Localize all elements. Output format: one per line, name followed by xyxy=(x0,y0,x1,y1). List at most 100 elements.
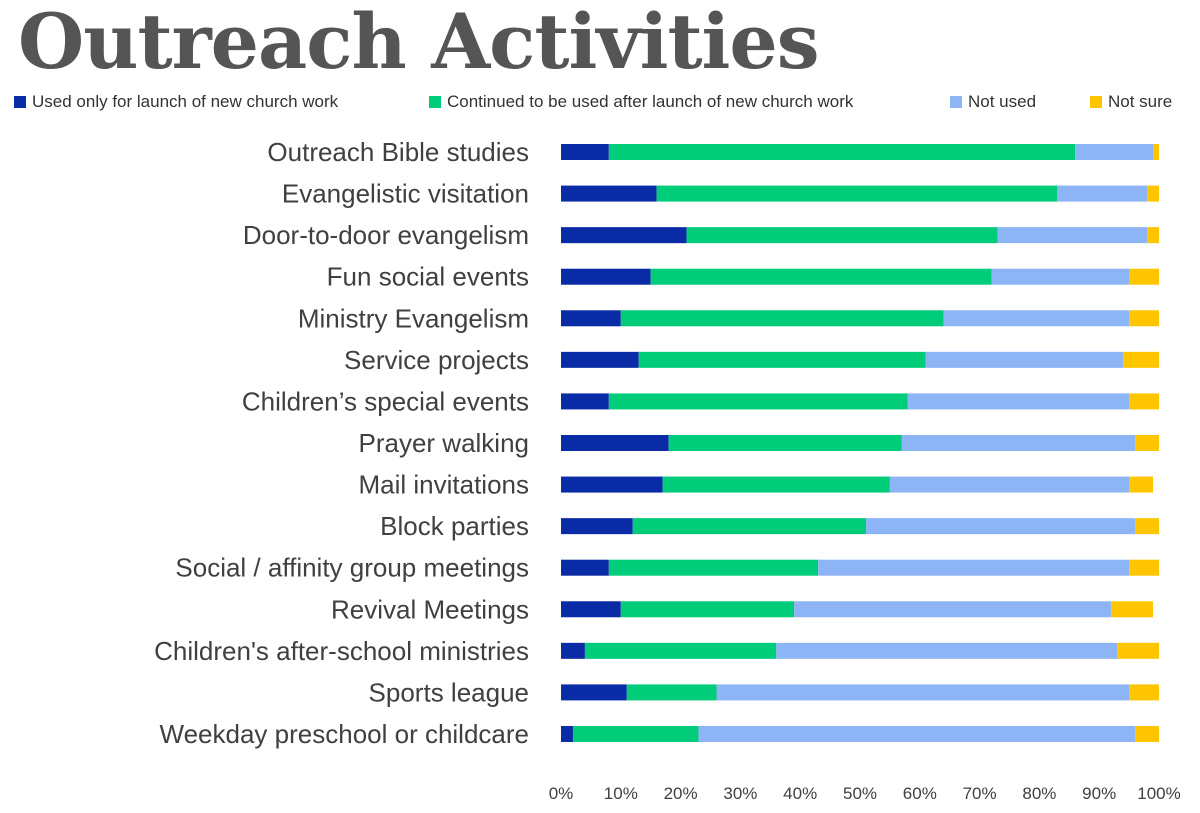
bar-children-s-special-events-used-only-for-launch-of-new-church-work xyxy=(561,393,609,410)
bar-revival-meetings-not-sure xyxy=(1111,601,1154,618)
bar-block-parties-not-sure xyxy=(1135,518,1159,535)
legend-swatch xyxy=(14,96,26,108)
bar-sports-league-not-sure xyxy=(1129,684,1159,701)
legend-item-not-sure: Not sure xyxy=(1090,92,1172,112)
bar-mail-invitations-not-used xyxy=(889,476,1130,493)
bar-prayer-walking-not-used xyxy=(901,434,1136,451)
category-label: Sports league xyxy=(369,677,529,707)
bar-service-projects-continued-to-be-used-after-launch-of-new-church-work xyxy=(638,351,926,368)
bar-children-s-after-school-ministries-not-sure xyxy=(1117,642,1159,659)
legend-label: Not used xyxy=(968,92,1037,111)
bar-ministry-evangelism-not-used xyxy=(943,310,1130,327)
category-label: Social / affinity group meetings xyxy=(175,553,529,583)
bar-children-s-special-events-not-used xyxy=(907,393,1130,410)
bar-block-parties-not-used xyxy=(865,518,1136,535)
category-label: Weekday preschool or childcare xyxy=(160,719,529,749)
bar-revival-meetings-continued-to-be-used-after-launch-of-new-church-work xyxy=(620,601,795,618)
legend-label: Continued to be used after launch of new… xyxy=(447,92,854,111)
x-tick-label: 80% xyxy=(1022,784,1056,803)
bar-children-s-special-events-continued-to-be-used-after-launch-of-new-church-work xyxy=(608,393,908,410)
bar-children-s-after-school-ministries-continued-to-be-used-after-launch-of-new-church-work xyxy=(584,642,777,659)
bar-service-projects-not-used xyxy=(925,351,1124,368)
x-tick-label: 30% xyxy=(723,784,757,803)
legend-label: Used only for launch of new church work xyxy=(32,92,339,111)
bar-weekday-preschool-or-childcare-used-only-for-launch-of-new-church-work xyxy=(561,725,573,742)
category-label: Children's after-school ministries xyxy=(154,636,529,666)
category-labels: Outreach Bible studies Evangelistic visit… xyxy=(154,137,529,749)
bar-ministry-evangelism-not-sure xyxy=(1129,310,1159,327)
category-label: Mail invitations xyxy=(358,470,529,500)
x-tick-label: 50% xyxy=(843,784,877,803)
bar-sports-league-used-only-for-launch-of-new-church-work xyxy=(561,684,627,701)
bar-social-affinity-group-meetings-used-only-for-launch-of-new-church-work xyxy=(561,559,609,576)
bar-children-s-after-school-ministries-used-only-for-launch-of-new-church-work xyxy=(561,642,585,659)
bar-weekday-preschool-or-childcare-not-sure xyxy=(1135,725,1159,742)
bar-fun-social-events-not-used xyxy=(991,268,1130,285)
x-tick-label: 90% xyxy=(1082,784,1116,803)
bar-outreach-bible-studies-not-used xyxy=(1075,144,1154,160)
legend-swatch xyxy=(950,96,962,108)
x-tick-label: 70% xyxy=(963,784,997,803)
category-label: Outreach Bible studies xyxy=(267,137,529,167)
bar-revival-meetings-not-used xyxy=(794,601,1112,618)
bar-ministry-evangelism-used-only-for-launch-of-new-church-work xyxy=(561,310,621,327)
bar-outreach-bible-studies-used-only-for-launch-of-new-church-work xyxy=(561,144,609,160)
legend-item-used-only-for-launch-of-new-church-work: Used only for launch of new church work xyxy=(14,92,338,112)
bar-mail-invitations-continued-to-be-used-after-launch-of-new-church-work xyxy=(662,476,890,493)
bar-block-parties-used-only-for-launch-of-new-church-work xyxy=(561,518,633,535)
bar-prayer-walking-used-only-for-launch-of-new-church-work xyxy=(561,434,669,451)
category-label: Children’s special events xyxy=(242,386,529,416)
x-tick-label: 0% xyxy=(549,784,574,803)
bar-prayer-walking-not-sure xyxy=(1135,434,1159,451)
legend-label: Not sure xyxy=(1108,92,1173,111)
category-label: Ministry Evangelism xyxy=(298,303,529,333)
legend: Used only for launch of new church work C… xyxy=(14,92,1194,120)
legend-item-continued-to-be-used-after-launch-of-new-church-work: Continued to be used after launch of new… xyxy=(429,92,853,112)
category-label: Service projects xyxy=(344,345,529,375)
bar-door-to-door-evangelism-not-used xyxy=(997,227,1148,244)
category-label: Block parties xyxy=(380,511,529,541)
bar-door-to-door-evangelism-not-sure xyxy=(1147,227,1159,244)
category-label: Fun social events xyxy=(327,262,529,292)
bar-door-to-door-evangelism-used-only-for-launch-of-new-church-work xyxy=(561,227,687,244)
category-label: Evangelistic visitation xyxy=(282,179,529,209)
x-tick-label: 40% xyxy=(783,784,817,803)
bar-social-affinity-group-meetings-continued-to-be-used-after-launch-of-new-church-work xyxy=(608,559,819,576)
x-tick-labels: 0% 10% 20% 30% 40% 50% 60% 70% 80% 90% 100% xyxy=(549,784,1181,803)
bar-fun-social-events-continued-to-be-used-after-launch-of-new-church-work xyxy=(650,268,992,285)
bar-fun-social-events-not-sure xyxy=(1129,268,1159,285)
bar-social-affinity-group-meetings-not-used xyxy=(818,559,1130,576)
category-label: Prayer walking xyxy=(358,428,529,458)
bar-weekday-preschool-or-childcare-continued-to-be-used-after-launch-of-new-church-work xyxy=(572,725,699,742)
bar-evangelistic-visitation-not-used xyxy=(1057,185,1148,202)
bar-mail-invitations-used-only-for-launch-of-new-church-work xyxy=(561,476,663,493)
bar-outreach-bible-studies-continued-to-be-used-after-launch-of-new-church-work xyxy=(608,144,1076,160)
legend-swatch xyxy=(1090,96,1102,108)
bar-children-s-special-events-not-sure xyxy=(1129,393,1159,410)
bar-evangelistic-visitation-used-only-for-launch-of-new-church-work xyxy=(561,185,657,202)
bars-group xyxy=(561,144,1159,742)
bar-mail-invitations-not-sure xyxy=(1129,476,1154,493)
bar-revival-meetings-used-only-for-launch-of-new-church-work xyxy=(561,601,621,618)
bar-weekday-preschool-or-childcare-not-used xyxy=(698,725,1136,742)
category-label: Revival Meetings xyxy=(331,594,529,624)
bar-evangelistic-visitation-not-sure xyxy=(1147,185,1159,202)
x-tick-label: 60% xyxy=(903,784,937,803)
bar-fun-social-events-used-only-for-launch-of-new-church-work xyxy=(561,268,651,285)
chart-title: Outreach Activities xyxy=(18,0,820,86)
bar-evangelistic-visitation-continued-to-be-used-after-launch-of-new-church-work xyxy=(656,185,1058,202)
bar-service-projects-not-sure xyxy=(1123,351,1159,368)
bar-prayer-walking-continued-to-be-used-after-launch-of-new-church-work xyxy=(668,434,902,451)
bar-block-parties-continued-to-be-used-after-launch-of-new-church-work xyxy=(632,518,866,535)
x-tick-label: 10% xyxy=(604,784,638,803)
x-tick-label: 100% xyxy=(1137,784,1180,803)
legend-swatch xyxy=(429,96,441,108)
bar-social-affinity-group-meetings-not-sure xyxy=(1129,559,1159,576)
bar-sports-league-continued-to-be-used-after-launch-of-new-church-work xyxy=(626,684,717,701)
bar-ministry-evangelism-continued-to-be-used-after-launch-of-new-church-work xyxy=(620,310,944,327)
bar-door-to-door-evangelism-continued-to-be-used-after-launch-of-new-church-work xyxy=(686,227,998,244)
x-tick-label: 20% xyxy=(664,784,698,803)
bar-service-projects-used-only-for-launch-of-new-church-work xyxy=(561,351,639,368)
category-label: Door-to-door evangelism xyxy=(243,220,529,250)
